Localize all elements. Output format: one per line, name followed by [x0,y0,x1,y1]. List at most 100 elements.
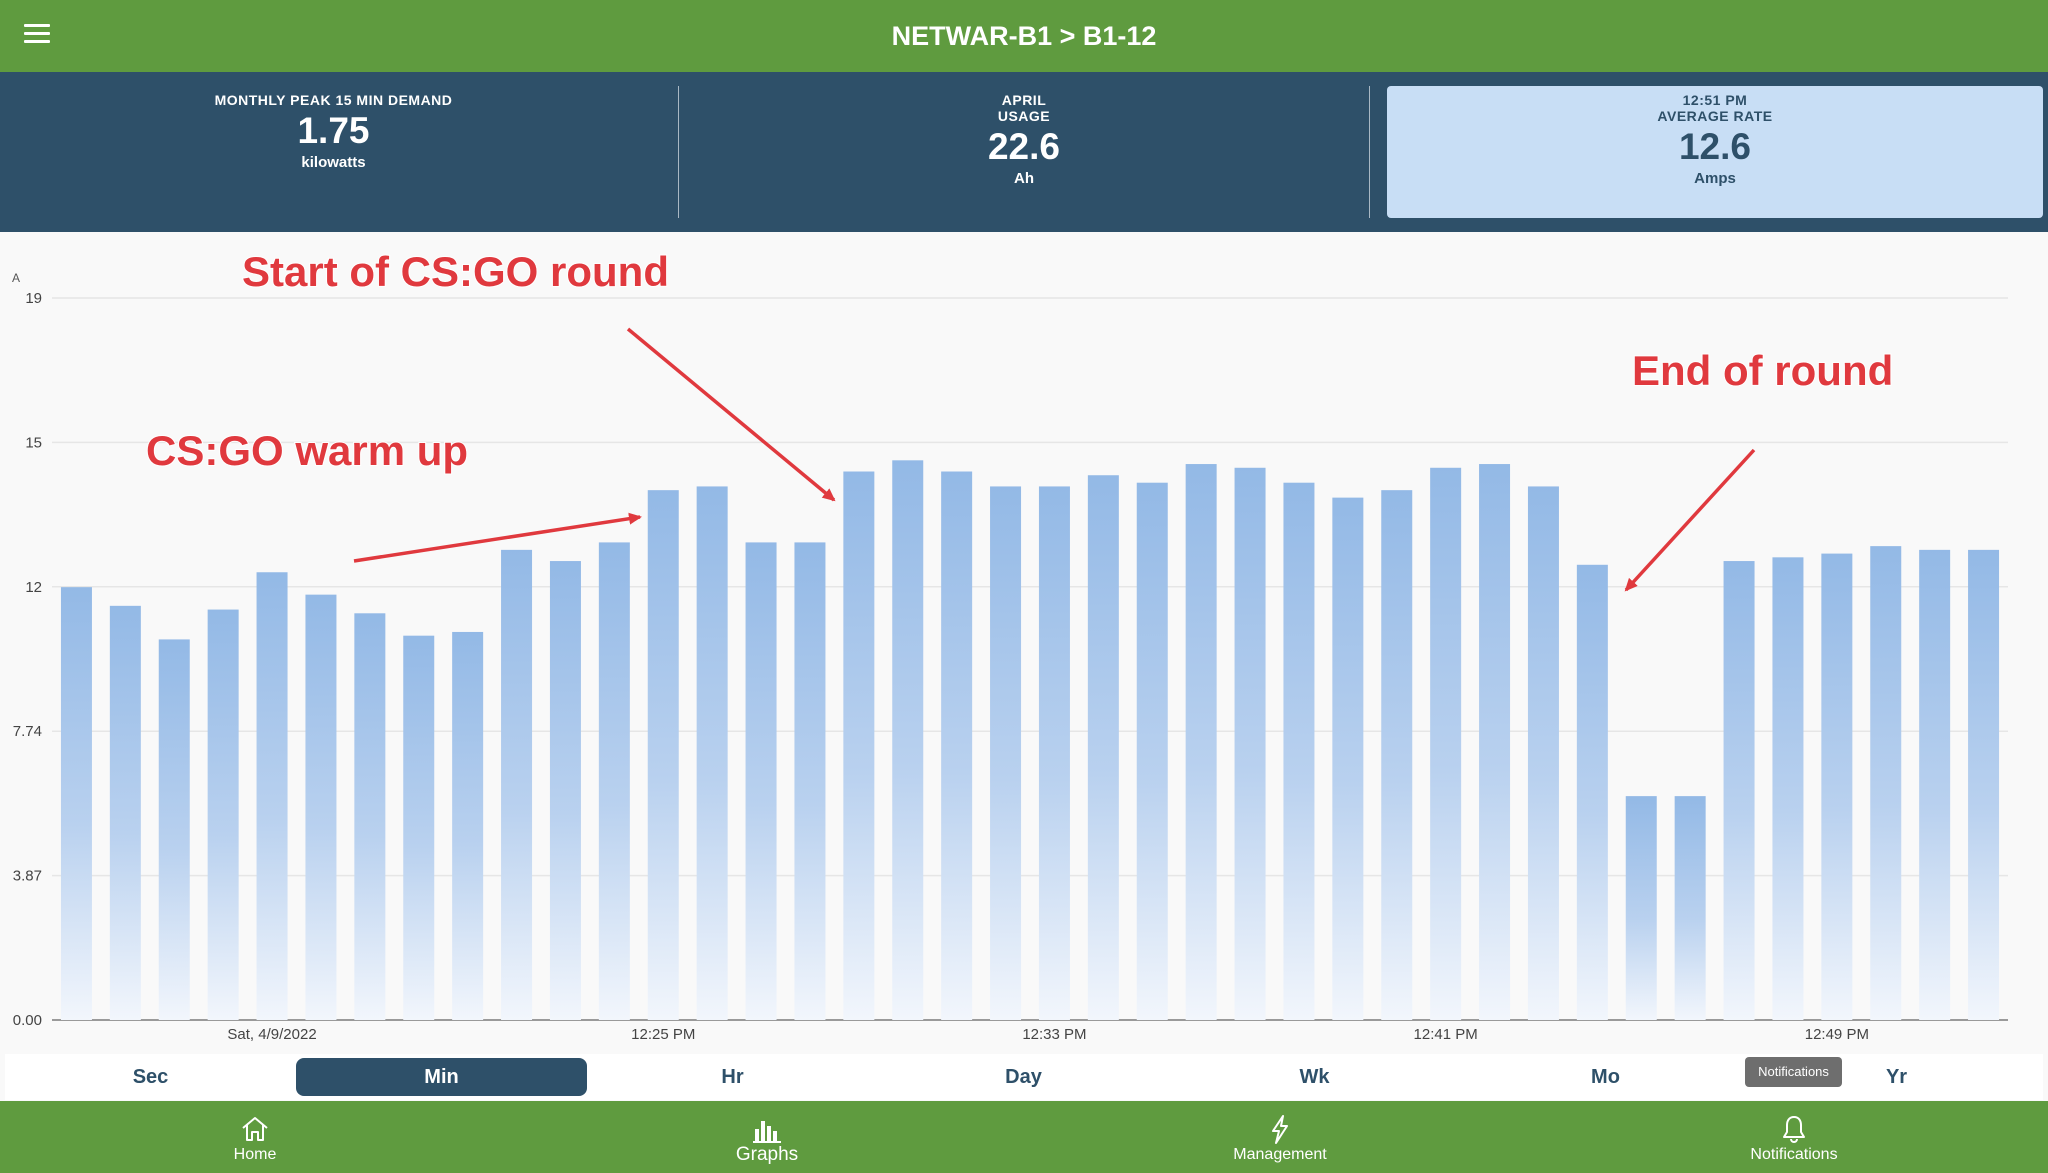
range-tab-day[interactable]: Day [1005,1066,1042,1088]
chart-bar[interactable] [1234,467,1266,1021]
annotation-arrow-start [626,327,836,502]
chart-bar[interactable] [305,594,337,1020]
nav-label: Graphs [735,1144,799,1165]
nav-management[interactable]: Management [1180,1101,1380,1173]
page-title: NETWAR-B1 > B1-12 [891,21,1157,51]
stats-panel: MONTHLY PEAK 15 MIN DEMAND 1.75 kilowatt… [0,72,2048,232]
chart-bar[interactable] [1381,490,1413,1020]
chart-bar[interactable] [158,639,190,1020]
bottom-navigation: Home Graphs Management Notifications [0,1101,2048,1173]
top-app-bar: NETWAR-B1 > B1-12 [0,0,2048,72]
chart-area: 0.00 3.87 7.74 12 15 19 Sat, 4/9/2022 12:25 PM… [0,232,2048,1054]
stat-label-2: AVERAGE RATE [1657,108,1773,124]
chart-bar[interactable] [598,542,630,1020]
chart-bar[interactable] [1919,549,1951,1020]
chart-bar[interactable] [1332,497,1364,1020]
range-tab-yr[interactable]: Yr [1885,1066,1908,1088]
chart-bar[interactable] [501,549,533,1020]
chart-bar[interactable] [1821,553,1853,1020]
stat-label: APRIL [1001,92,1047,108]
chart-bar[interactable] [1479,464,1511,1020]
nav-label: Home [233,1146,277,1163]
range-tab-sec[interactable]: Sec [132,1066,169,1088]
chart-bar[interactable] [60,587,92,1020]
chart-bar[interactable] [1625,796,1657,1020]
chart-bar[interactable] [1087,475,1119,1021]
chart-bar[interactable] [452,631,484,1020]
current-bar-chart: 0.00 3.87 7.74 12 15 19 Sat, 4/9/2022 12:25 PM… [12,247,2008,1043]
stat-label: MONTHLY PEAK 15 MIN DEMAND [214,92,453,108]
chart-bar[interactable] [647,490,679,1020]
stat-value: 22.6 [987,126,1060,167]
range-tab-mo[interactable]: Mo [1591,1066,1620,1088]
chart-bar[interactable] [843,471,875,1020]
stat-unit: kilowatts [301,154,366,171]
chart-bar[interactable] [354,613,386,1020]
annotation-end-round: End of round [1632,347,1893,394]
y-tick-label: 19 [25,290,42,307]
stat-value: 12.6 [1678,126,1751,167]
stat-unit: Amps [1694,170,1736,187]
stat-unit: Ah [1014,170,1034,187]
y-tick-label: 7.74 [13,723,42,740]
chart-bar[interactable] [1430,467,1462,1021]
stat-label-2: USAGE [997,108,1051,124]
nav-graphs[interactable]: Graphs [667,1101,867,1173]
nav-notifications[interactable]: Notifications [1694,1101,1894,1173]
range-tab-wk[interactable]: Wk [1299,1066,1330,1088]
chart-bar[interactable] [207,609,239,1020]
home-icon [242,1117,268,1141]
annotation-start-round: Start of CS:GO round [242,248,669,295]
chart-bar[interactable] [1136,482,1168,1020]
y-tick-label: 0.00 [13,1012,42,1029]
y-tick-label: 12 [25,579,42,596]
chart-bar[interactable] [1870,546,1902,1020]
nav-label: Management [1233,1146,1327,1163]
chart-bar[interactable] [1772,557,1804,1020]
nav-home[interactable]: Home [155,1101,355,1173]
chart-bar[interactable] [794,542,826,1020]
chart-bar[interactable] [1185,464,1217,1020]
chart-bar[interactable] [403,635,435,1020]
stat-divider [1369,86,1370,218]
y-axis-label: A [12,271,20,285]
chart-bar[interactable] [1283,482,1315,1020]
annotation-arrow-end [1624,448,1756,592]
range-tab-min[interactable]: Min [296,1058,587,1096]
chart-bar[interactable] [549,561,581,1020]
chart-bar[interactable] [256,572,288,1020]
chart-bar[interactable] [1038,486,1070,1020]
stat-value: 1.75 [297,110,370,151]
x-tick-label: 12:49 PM [1805,1026,1869,1043]
chart-bar[interactable] [1723,561,1755,1020]
notifications-tooltip: Notifications [1745,1057,1842,1087]
chart-bar[interactable] [892,460,924,1020]
chart-bar[interactable] [109,605,141,1020]
range-tab-hr[interactable]: Hr [721,1066,744,1088]
chart-bar[interactable] [990,486,1022,1020]
bar-chart-icon [753,1121,781,1143]
lightning-icon [1272,1115,1288,1144]
y-tick-label: 3.87 [13,868,42,885]
time-range-selector: Sec Min Hr Day Wk Mo Yr [5,1054,2043,1100]
hamburger-menu-icon[interactable] [24,24,50,44]
y-tick-label: 15 [25,434,42,451]
chart-bar[interactable] [1527,486,1559,1020]
x-tick-label: Sat, 4/9/2022 [227,1026,316,1043]
annotation-arrow-warmup [353,512,642,563]
stat-label: 12:51 PM [1682,92,1748,108]
nav-label: Notifications [1750,1146,1838,1163]
stat-monthly-peak[interactable]: MONTHLY PEAK 15 MIN DEMAND 1.75 kilowatt… [0,86,667,218]
chart-bar[interactable] [745,542,777,1020]
chart-bar[interactable] [1968,549,2000,1020]
stat-average-rate[interactable]: 12:51 PM AVERAGE RATE 12.6 Amps [1387,86,2043,218]
x-tick-label: 12:41 PM [1414,1026,1478,1043]
chart-bar[interactable] [1576,564,1608,1020]
chart-bar[interactable] [1674,796,1706,1020]
x-tick-label: 12:33 PM [1022,1026,1086,1043]
stat-divider [678,86,679,218]
bell-icon [1783,1116,1805,1143]
stat-april-usage[interactable]: APRIL USAGE 22.6 Ah [690,86,1358,218]
chart-bar[interactable] [696,486,728,1020]
chart-bar[interactable] [941,471,973,1020]
